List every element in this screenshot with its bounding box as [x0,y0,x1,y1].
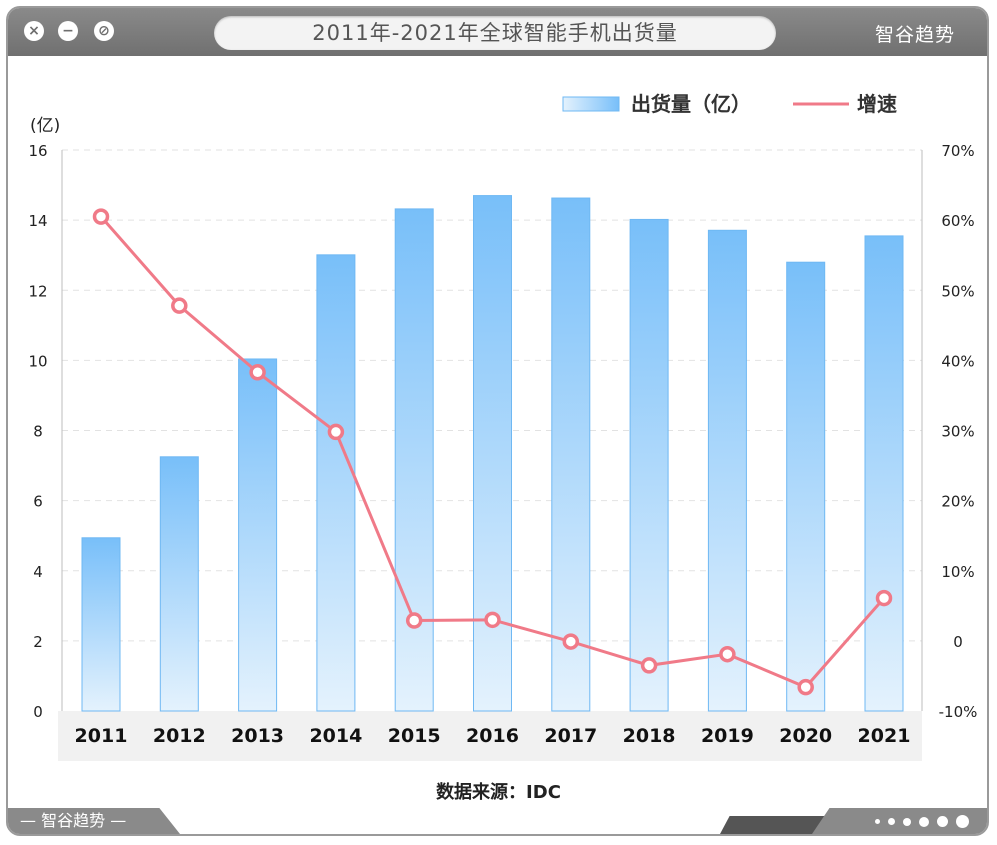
bar [159,456,199,712]
bottom-brand-label: — [20,811,42,830]
line-series [92,208,893,696]
bottom-brand-tab: — 智谷趋势 — [8,808,180,834]
pager-dot[interactable] [919,816,929,827]
bar [707,229,747,712]
line-point [640,657,658,674]
line-point [92,208,110,225]
bar [864,235,904,712]
line-point [327,423,345,441]
line-point [875,589,893,607]
y-right-tick-label: 20% [941,493,974,511]
legend: 出货量（亿） 增速 [562,92,897,116]
bar [551,197,591,712]
pager-dot[interactable] [956,815,969,828]
pager-dot[interactable] [937,816,948,827]
y-left-tick-label: 6 [33,493,43,511]
line-point [249,364,266,381]
bar-series [81,195,904,712]
line-point [484,611,501,629]
x-tick-label: 2011 [75,725,128,747]
data-source: 数据来源：IDC [436,782,561,803]
y-right-tick-label: 70% [941,142,974,160]
y-left-tick-label: 0 [33,703,43,721]
x-tick-label: 2021 [858,725,911,747]
y-left-tick-label: 14 [28,212,47,230]
pager-dot[interactable] [875,819,880,824]
brand-logo-bottom: 智谷趋势 [41,811,106,830]
close-icon[interactable]: × [24,21,44,41]
y-right-tick-label: -10% [939,703,978,721]
bar [316,254,356,712]
x-tick-label: 2013 [231,725,284,747]
legend-bar-label: 出货量（亿） [631,92,751,116]
x-tick-label: 2015 [388,725,441,747]
bottom-brand-dash: — [105,811,127,830]
y-right-tick-label: 30% [941,423,974,441]
bar [81,537,121,712]
line-point [719,645,736,663]
y-left-tick-label: 16 [28,142,47,160]
y-left-tick-label: 8 [33,423,43,441]
pager-dots [875,815,969,828]
legend-line-label: 增速 [857,92,897,116]
x-tick-label: 2016 [466,725,519,747]
bar [473,195,512,712]
pager-dot[interactable] [888,818,895,825]
y-right-tick-label: 60% [941,212,974,230]
line-point [405,612,423,629]
bar [394,208,434,712]
bottom-pager-tab [812,808,987,834]
y-right-tick-label: 50% [941,282,974,300]
window-title: 2011年-2021年全球智能手机出货量 [214,16,776,50]
y-left-tick-label: 4 [33,563,43,581]
line-point [171,297,188,314]
x-tick-label: 2018 [623,725,676,747]
bar [629,218,669,712]
bar [238,358,278,712]
y-left-tick-label: 10 [28,352,47,370]
y-right-tick-label: 10% [941,563,974,581]
brand-logo-top: 智谷趋势 [874,24,955,46]
y-left-unit: (亿) [30,116,60,136]
x-tick-label: 2012 [153,725,206,747]
y-left-tick-label: 2 [33,633,43,651]
line-point [797,678,814,696]
x-axis-band [58,711,922,761]
x-tick-label: 2014 [309,725,362,747]
y-right-tick-label: 0 [953,633,963,651]
y-left-tick-label: 12 [28,282,47,300]
axes: 0 -10% 2 0 4 10% 6 20% 8 30% 10 40% 12 50% 14 60% 16 70% 2… [28,142,977,747]
x-tick-label: 2019 [701,725,754,747]
bar [786,261,826,712]
y-right-tick-label: 40% [941,352,974,370]
bottom-center-tab [720,816,840,834]
x-tick-label: 2017 [544,725,597,747]
pager-dot[interactable] [903,817,911,826]
title-bar: × − ⊘ 2011年-2021年全球智能手机出货量 智谷趋势 [8,8,987,56]
minimize-icon[interactable]: − [58,21,78,41]
legend-bar-swatch [562,96,620,112]
x-tick-label: 2020 [779,725,832,747]
block-icon[interactable]: ⊘ [94,21,114,41]
line-point [562,633,580,650]
